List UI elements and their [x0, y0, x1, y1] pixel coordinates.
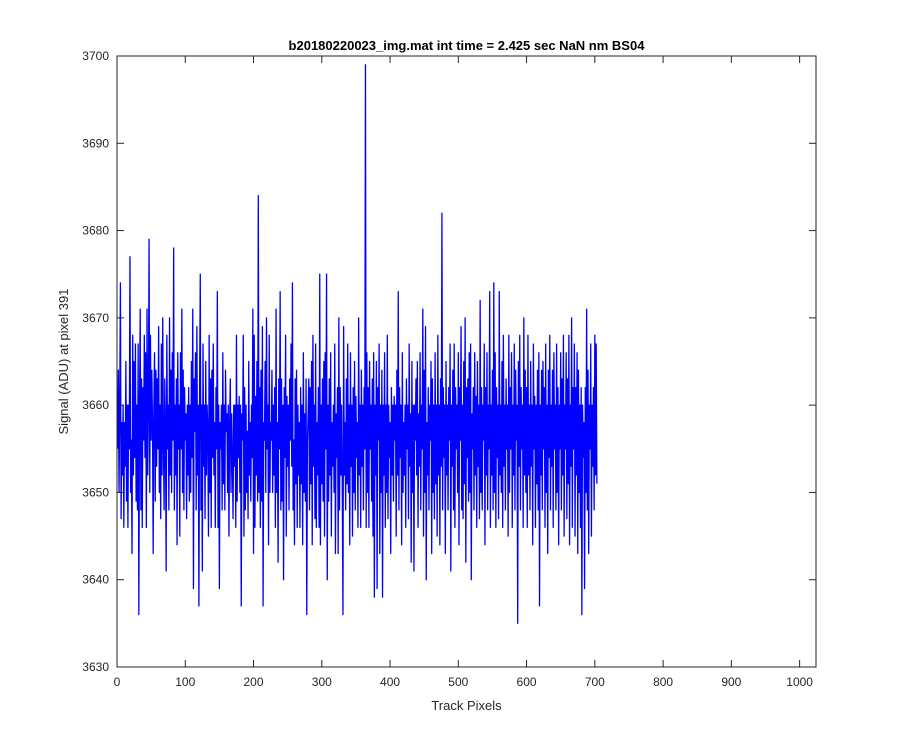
x-tick-label: 500 [448, 675, 468, 689]
x-tick-label: 400 [380, 675, 400, 689]
y-tick-label: 3650 [82, 485, 109, 499]
x-axis-title: Track Pixels [431, 698, 502, 713]
x-tick-label: 1000 [786, 675, 813, 689]
x-tick-label: 100 [175, 675, 195, 689]
plot-area [117, 56, 816, 667]
x-tick-label: 200 [244, 675, 264, 689]
signal-series-line [117, 64, 598, 625]
y-tick-label: 3690 [82, 136, 109, 150]
x-axis: 0 100 200 300 400 500 600 700 800 900 1000 [114, 56, 813, 689]
x-tick-label: 700 [585, 675, 605, 689]
y-tick-label: 3630 [82, 660, 109, 674]
x-tick-label: 600 [517, 675, 537, 689]
x-tick-label: 300 [312, 675, 332, 689]
y-tick-label: 3640 [82, 573, 109, 587]
y-tick-label: 3680 [82, 224, 109, 238]
x-tick-label: 900 [721, 675, 741, 689]
chart-title: b20180220023_img.mat int time = 2.425 se… [289, 38, 646, 53]
x-tick-label: 0 [114, 675, 121, 689]
series-layer [117, 64, 598, 625]
x-tick-label: 800 [653, 675, 673, 689]
y-axis: 3630 3640 3650 3660 3670 3680 3690 3700 [82, 49, 816, 674]
y-tick-label: 3660 [82, 398, 109, 412]
y-axis-title: Signal (ADU) at pixel 391 [56, 289, 71, 435]
y-tick-label: 3700 [82, 49, 109, 63]
axes-box [116, 55, 817, 668]
y-tick-label: 3670 [82, 311, 109, 325]
